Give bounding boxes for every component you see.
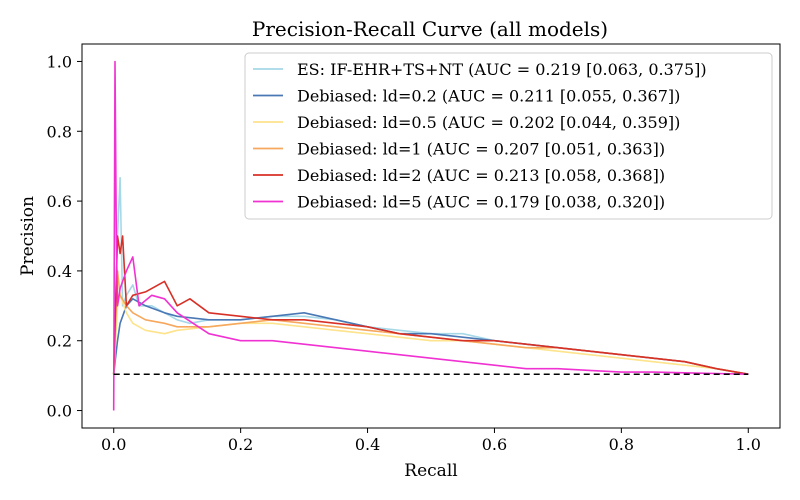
y-tick-label: 0.4 [47,262,72,281]
x-tick-label: 0.0 [101,435,126,454]
legend-box [244,52,773,220]
series-line-3 [112,294,749,375]
x-axis-label: Recall [404,461,457,481]
plot-frame [81,43,781,429]
series-line-6 [112,60,749,411]
x-tick-label: 0.8 [609,435,634,454]
x-axis: 0.0 0.2 0.4 0.6 0.8 1.0 [101,428,761,454]
y-tick-label: 1.0 [47,52,72,71]
y-tick-label: 0.6 [47,192,72,211]
series-line-5 [112,235,749,375]
y-tick-label: 0.2 [47,332,72,351]
y-axis-label: Precision [18,196,38,276]
legend-label: Debiased: ld=0.2 (AUC = 0.211 [0.055, 0.… [297,87,680,106]
series-layer [112,60,749,411]
x-tick-label: 0.4 [355,435,380,454]
x-tick-label: 0.6 [482,435,507,454]
y-tick-label: 0.0 [47,402,72,421]
y-tick-label: 0.8 [47,122,72,141]
y-axis: 0.0 0.2 0.4 0.6 0.8 1.0 [47,52,82,421]
legend-label: Debiased: ld=5 (AUC = 0.179 [0.038, 0.32… [297,193,665,212]
chart-title: Precision-Recall Curve (all models) [252,17,608,41]
legend-label: ES: IF-EHR+TS+NT (AUC = 0.219 [0.063, 0.… [297,60,707,79]
legend: ES: IF-EHR+TS+NT (AUC = 0.219 [0.063, 0.… [244,52,773,220]
x-tick-label: 0.2 [228,435,253,454]
legend-label: Debiased: ld=0.5 (AUC = 0.202 [0.044, 0.… [297,113,680,132]
legend-label: Debiased: ld=2 (AUC = 0.213 [0.058, 0.36… [297,166,665,185]
x-tick-label: 1.0 [736,435,761,454]
legend-label: Debiased: ld=1 (AUC = 0.207 [0.051, 0.36… [297,140,665,159]
